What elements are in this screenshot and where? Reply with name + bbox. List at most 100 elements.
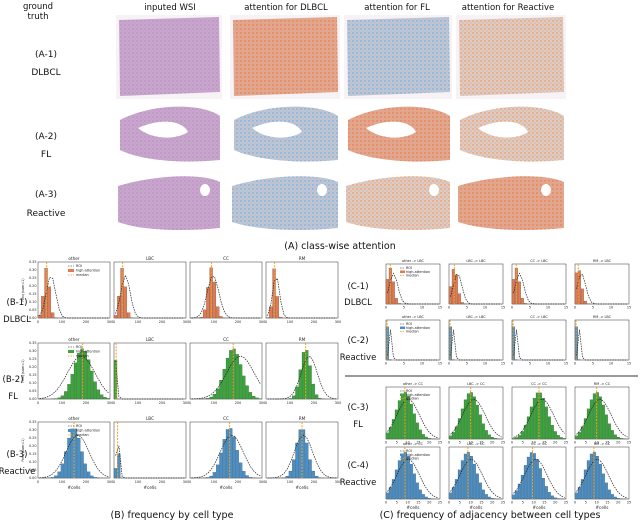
c-x-tick: 15 xyxy=(501,306,505,310)
c-x-tick: 0 xyxy=(385,306,387,310)
c-x-label: #cells xyxy=(596,505,609,510)
histogram-bar xyxy=(269,306,273,319)
histogram-bar xyxy=(212,281,217,319)
legend-median-label: median xyxy=(406,274,419,278)
histogram-bar xyxy=(517,281,521,305)
c-x-tick: 15 xyxy=(605,501,609,505)
c-x-tick: 15 xyxy=(627,362,631,366)
histogram-bar xyxy=(232,436,236,479)
row-a1-class: DLBCL xyxy=(31,68,60,78)
b-panel-title: CC xyxy=(223,337,229,342)
histogram-bar xyxy=(520,431,524,440)
roi-curve xyxy=(450,458,502,499)
c-x-tick: 15 xyxy=(416,441,420,445)
histogram-bar xyxy=(47,286,51,319)
roi-curve xyxy=(387,398,439,439)
wsi-tile-a3-reactive xyxy=(456,172,566,234)
histogram-bar xyxy=(409,403,413,440)
b-panel-3-other: other 0 100 200 300 #cells 0.00 0.05 0.10 0.15 0.2… xyxy=(21,416,113,490)
roi-curve xyxy=(387,329,439,361)
b-x-tick: 300 xyxy=(183,401,189,405)
c-panel-title: CC -> LBC xyxy=(530,259,548,263)
panel-frame xyxy=(511,319,567,361)
histogram-bar xyxy=(481,489,485,500)
roi-curve xyxy=(267,277,337,319)
caption-section-a: (A) class-wise attention xyxy=(284,241,396,252)
roi-curve xyxy=(115,445,185,479)
histogram-bar xyxy=(385,492,389,500)
c-x-tick: 15 xyxy=(479,501,483,505)
c-x-tick: 20 xyxy=(427,441,431,445)
c-x-tick: 25 xyxy=(501,441,505,445)
histogram-bar xyxy=(67,437,71,479)
b-y-tick: 0.15 xyxy=(29,373,37,377)
c-x-tick: 10 xyxy=(609,362,613,366)
b-y-tick: 0.10 xyxy=(29,381,37,385)
b-y-tick: 0.20 xyxy=(29,365,37,369)
b-y-tick: 0.10 xyxy=(29,460,37,464)
roi-curve xyxy=(387,458,439,499)
b-y-tick: 0.35 xyxy=(29,260,37,264)
roi-curve xyxy=(39,355,109,399)
c-panel-2-2: LBC -> LBC 0 5 10 15 xyxy=(448,315,505,366)
roi-curve xyxy=(115,274,185,319)
histogram-bar xyxy=(86,471,91,479)
b-x-tick: 0 xyxy=(113,320,115,324)
histogram-bar xyxy=(595,392,599,440)
c-x-tick: 0 xyxy=(448,501,450,505)
histogram-bar xyxy=(245,475,249,479)
column-header-attention-fl: attention for FL xyxy=(364,3,430,13)
legend-median-label: median xyxy=(406,457,419,461)
histogram-bar xyxy=(229,350,233,400)
panel-frame xyxy=(448,319,504,361)
c-x-tick: 0 xyxy=(511,441,513,445)
c-x-tick: 0 xyxy=(574,362,576,366)
histogram-bar xyxy=(583,469,587,500)
c-panel-3-3: CC -> CC 0 5 10 15 20 25 xyxy=(511,382,568,445)
b-y-tick: 0.20 xyxy=(29,444,37,448)
legend-high-attention-swatch xyxy=(400,453,405,456)
histogram-bar xyxy=(123,286,127,319)
histogram-bar xyxy=(298,429,302,479)
c-x-tick: 0 xyxy=(511,306,513,310)
histogram-bar xyxy=(242,471,246,479)
histogram-bar xyxy=(394,409,398,440)
histogram-bar xyxy=(83,463,87,479)
histogram-bar xyxy=(583,418,587,440)
row-a2-id: (A-2) xyxy=(35,132,57,142)
c-x-tick: 20 xyxy=(553,501,557,505)
histogram-bar xyxy=(469,392,473,440)
c-panel-3-2: LBC -> CC 0 5 10 15 20 25 xyxy=(448,382,505,445)
column-header-ground-truth-2: truth xyxy=(28,12,49,22)
caption-section-b: (B) frequency by cell type xyxy=(111,510,234,521)
histogram-bar xyxy=(113,360,118,400)
histogram-bar xyxy=(418,489,422,500)
roi-curve xyxy=(576,329,628,361)
histogram-bar xyxy=(598,463,602,500)
b-x-tick: 300 xyxy=(183,320,189,324)
b-y-tick: 0.30 xyxy=(29,428,37,432)
b-x-tick: 100 xyxy=(59,480,65,484)
histogram-bar xyxy=(100,394,104,400)
histogram-bar xyxy=(607,423,611,440)
b-panels: other 0 100 200 300 0.00 0.05 0.10 0.15 0.20 0.25 0… xyxy=(21,256,341,490)
histogram-bar xyxy=(388,267,392,305)
b-y-tick: 0.30 xyxy=(29,349,37,353)
b-y-tick: 0.00 xyxy=(29,476,37,480)
histogram-bar xyxy=(580,426,584,440)
b-x-tick: 200 xyxy=(83,480,89,484)
roi-curve xyxy=(267,356,337,400)
b-x-tick: 300 xyxy=(259,401,265,405)
roi-curve xyxy=(39,435,109,479)
histogram-bar xyxy=(469,455,473,500)
histogram-bar xyxy=(305,442,309,479)
histogram-bar xyxy=(559,437,563,440)
legend-roi-label: ROI xyxy=(76,264,82,268)
histogram-bar xyxy=(229,428,233,479)
c-x-tick: 0 xyxy=(385,441,387,445)
histogram-bar xyxy=(472,463,476,500)
row-c2-id: (C-2) xyxy=(347,336,368,346)
